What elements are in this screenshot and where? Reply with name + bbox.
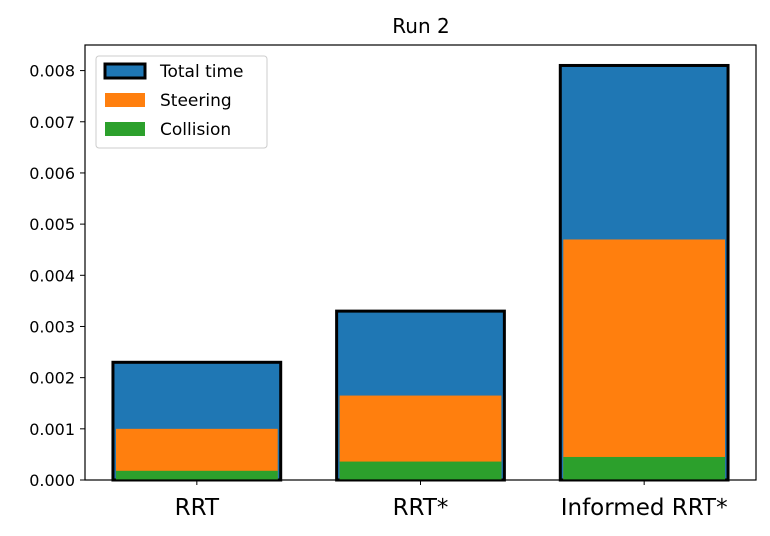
legend: Total time Steering Collision xyxy=(95,55,268,149)
legend-label: Steering xyxy=(160,91,232,111)
legend-label: Collision xyxy=(160,120,231,140)
bar-collision-2 xyxy=(563,456,726,480)
x-tick-label: RRT xyxy=(175,495,220,521)
y-tick-label: 0.005 xyxy=(29,215,75,234)
bar-steering-2 xyxy=(563,239,726,480)
legend-swatch xyxy=(105,122,145,136)
bars-group xyxy=(111,63,730,482)
y-tick-label: 0.006 xyxy=(29,164,75,183)
y-tick-label: 0.001 xyxy=(29,420,75,439)
legend-swatch xyxy=(105,93,145,107)
y-tick-label: 0.004 xyxy=(29,266,75,285)
bar-collision-1 xyxy=(339,461,502,480)
legend-label: Total time xyxy=(159,62,244,82)
axes-group: RRT RRT* Informed RRT* 0.000 0.001 0.002 0.003… xyxy=(29,44,757,521)
y-tick-label: 0.008 xyxy=(29,62,75,81)
chart-title: Run 2 xyxy=(392,14,449,38)
bar-collision-0 xyxy=(115,470,278,480)
y-tick-label: 0.002 xyxy=(29,369,75,388)
x-tick-label: RRT* xyxy=(393,495,449,521)
y-tick-label: 0.000 xyxy=(29,471,75,490)
x-tick-label: Informed RRT* xyxy=(561,495,728,521)
legend-swatch xyxy=(103,62,147,80)
y-tick-label: 0.003 xyxy=(29,317,75,336)
plot-frame xyxy=(84,44,757,481)
y-tick-label: 0.007 xyxy=(29,113,75,132)
